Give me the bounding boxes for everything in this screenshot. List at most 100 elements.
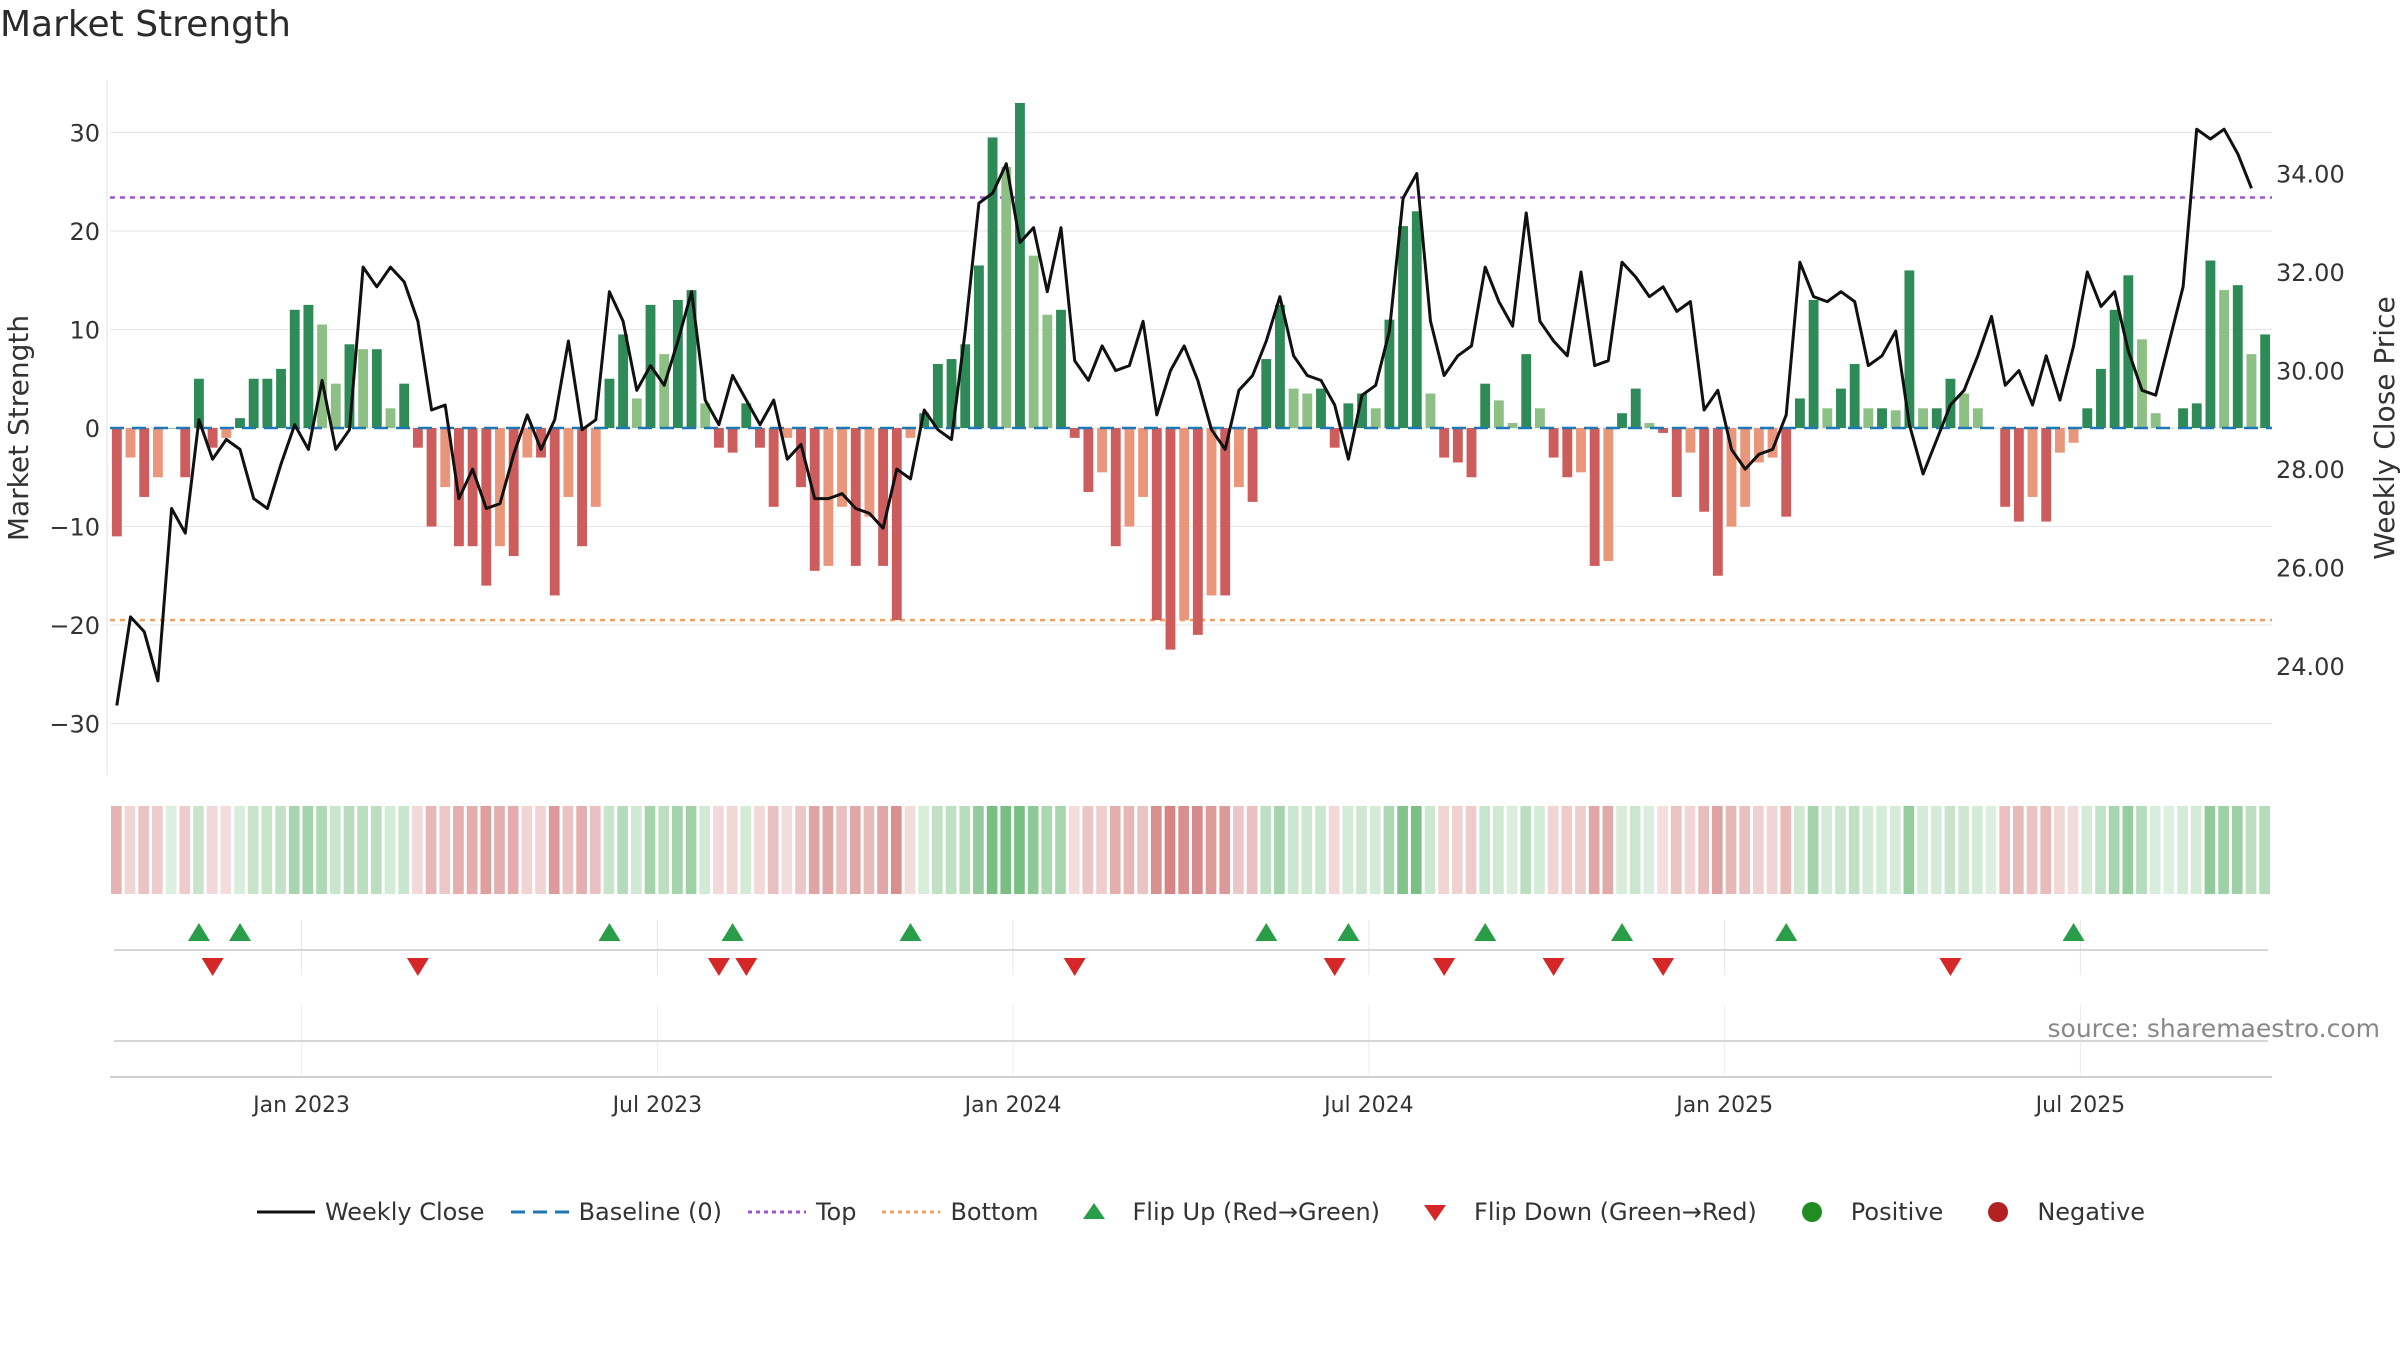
heat-cell	[439, 806, 451, 894]
heat-cell	[1233, 806, 1244, 894]
strength-bar	[194, 378, 204, 428]
strength-bar	[577, 428, 588, 547]
strength-bar	[1617, 413, 1627, 428]
heat-cell	[1930, 806, 1942, 894]
heat-cell	[138, 806, 150, 894]
heat-cell	[672, 806, 683, 894]
flip-down-marker	[406, 958, 429, 976]
heat-cell	[644, 806, 656, 894]
heat-cell	[740, 806, 752, 894]
heat-cell	[2067, 806, 2079, 894]
legend: Weekly Close Baseline (0) Top Bottom Flip Up…	[0, 1198, 2400, 1226]
strength-bar	[932, 363, 943, 428]
strength-bar	[2068, 428, 2079, 443]
heat-cell	[193, 806, 204, 894]
strength-bar	[1042, 314, 1053, 428]
strength-bar	[1165, 428, 1176, 650]
heat-cell	[904, 806, 916, 894]
strength-bar	[399, 383, 410, 428]
strength-bar	[837, 428, 847, 507]
heat-cell	[2095, 806, 2106, 894]
strength-bar	[2109, 309, 2120, 428]
heat-cell	[1711, 806, 1723, 894]
strength-bars	[111, 102, 2271, 650]
y-tick-label: 0	[85, 415, 100, 443]
heat-cell	[1753, 806, 1764, 894]
heat-cell	[370, 806, 382, 894]
heat-cell	[1150, 806, 1162, 894]
strength-bar	[289, 309, 300, 428]
heat-cell	[1985, 806, 1997, 894]
y-tick-label: 30	[69, 120, 100, 148]
market-strength-chart: 30 20 10 0 −10 −20 −30 Market Strength 34.00 32.0…	[2, 80, 2400, 1118]
strength-bar	[1056, 309, 1066, 428]
strength-bar	[563, 428, 574, 497]
source-note: source: sharemaestro.com	[2047, 1014, 2381, 1043]
strength-bar	[2054, 428, 2065, 453]
x-tick-label: Jul 2023	[611, 1093, 703, 1118]
strength-bar	[152, 428, 163, 478]
y2-tick-label: 34.00	[2276, 161, 2345, 189]
strength-bar	[2096, 368, 2106, 428]
y2-tick-label: 28.00	[2276, 456, 2345, 484]
strength-bar	[768, 428, 779, 507]
strength-bar	[1685, 428, 1696, 453]
y-axis-label: Market Strength	[2, 315, 35, 541]
x-tick-label: Jul 2025	[2034, 1093, 2126, 1118]
weekly-close-polyline	[115, 127, 2253, 706]
heat-cell	[1260, 806, 1272, 894]
strength-bar	[1699, 428, 1710, 512]
y2-tick-label: 26.00	[2276, 555, 2345, 583]
strength-bar	[1220, 428, 1231, 596]
strength-bar	[1124, 428, 1135, 527]
strength-bar	[631, 398, 642, 428]
flip-down-marker	[1542, 958, 1565, 976]
heat-cell	[1684, 806, 1696, 894]
strength-bar	[919, 413, 930, 428]
strength-bar	[495, 428, 505, 547]
strength-bar	[508, 428, 519, 557]
strength-bar	[1083, 428, 1094, 493]
strength-bar	[276, 368, 286, 428]
heat-cell	[1534, 806, 1545, 894]
heat-cell	[316, 806, 327, 894]
strength-bar	[1794, 398, 1805, 428]
heat-cell	[1369, 806, 1381, 894]
triangle-up-icon	[1082, 1203, 1105, 1219]
strength-bar	[1644, 423, 1655, 428]
heat-cell	[1698, 806, 1709, 894]
heat-cell	[808, 806, 820, 894]
strength-bar	[1781, 428, 1792, 517]
heat-cell	[1000, 806, 1012, 894]
heat-cell	[466, 806, 478, 894]
strength-bar	[1452, 428, 1463, 463]
heat-cell	[1219, 806, 1231, 894]
heat-cell	[713, 806, 724, 894]
heat-cell	[1328, 806, 1340, 894]
strength-bar	[618, 334, 629, 428]
heat-cell	[795, 806, 806, 894]
strength-bar	[672, 299, 683, 428]
strength-bar	[549, 428, 560, 596]
strength-bar	[1028, 255, 1039, 428]
strength-bar	[700, 403, 711, 428]
heat-cell	[1780, 806, 1792, 894]
heat-cell	[1096, 806, 1107, 894]
strength-bar	[741, 403, 752, 428]
heat-cell	[1424, 806, 1436, 894]
strength-bar	[1576, 428, 1586, 473]
heat-cell	[2204, 806, 2216, 894]
grid-lines	[110, 132, 2272, 1075]
heat-cell	[617, 806, 628, 894]
legend-label: Flip Up (Red→Green)	[1132, 1198, 1381, 1226]
flip-down-marker	[201, 958, 224, 976]
heat-cell	[767, 806, 779, 894]
flip-down-marker	[1323, 958, 1346, 976]
heat-cell	[1397, 806, 1408, 894]
flip-up-marker	[721, 923, 744, 941]
legend-label: Flip Down (Green→Red)	[1474, 1198, 1757, 1226]
strength-bar	[2041, 428, 2052, 522]
strength-bar	[2232, 285, 2243, 428]
heat-cell	[849, 806, 861, 894]
flip-down-marker	[1652, 958, 1675, 976]
